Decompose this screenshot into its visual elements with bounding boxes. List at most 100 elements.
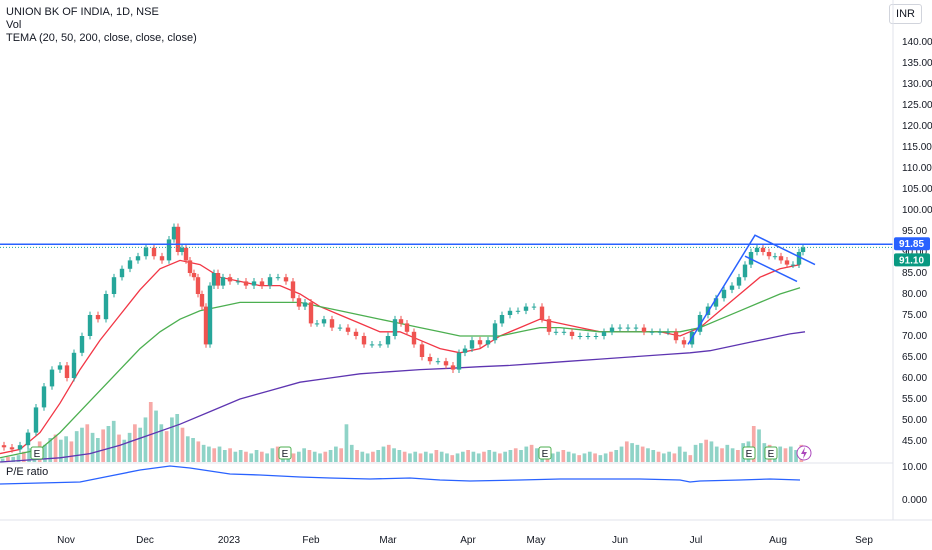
candle-body xyxy=(9,447,15,450)
candle-body xyxy=(337,327,343,329)
volume-bar xyxy=(788,446,793,462)
candle-body xyxy=(87,315,93,336)
volume-bar xyxy=(550,453,555,462)
pe-tick-label: 0.000 xyxy=(902,495,927,506)
volume-bar xyxy=(297,451,301,462)
candle-body xyxy=(569,331,575,336)
candle-body xyxy=(71,352,77,378)
volume-bar xyxy=(6,456,10,462)
candle-body xyxy=(625,327,631,329)
volume-bar xyxy=(270,448,275,462)
volume-bar xyxy=(736,450,740,462)
volume-bar xyxy=(397,450,402,462)
chart-legend: UNION BK OF INDIA, 1D, NSE Vol TEMA (20,… xyxy=(6,6,197,45)
volume-bar xyxy=(111,420,116,462)
price-axis[interactable]: 140.00 135.00 130.00 125.00 120.00 115.00 110.… xyxy=(892,0,932,520)
candle-body xyxy=(290,281,296,299)
candle-body xyxy=(392,319,398,336)
volume-bar xyxy=(164,431,169,462)
y-tick-label: 110.00 xyxy=(902,163,932,174)
volume-bar xyxy=(630,443,634,462)
volume-bar xyxy=(249,453,254,462)
volume-bar xyxy=(291,453,296,462)
marker-letter: E xyxy=(746,449,753,460)
candle-body xyxy=(609,327,615,332)
volume-bar xyxy=(90,432,95,462)
candle-body xyxy=(308,302,314,324)
candle-body xyxy=(456,352,462,370)
volume-bar xyxy=(96,438,100,462)
volume-bar xyxy=(238,450,243,462)
candle-body xyxy=(135,256,141,261)
marker-shape xyxy=(30,446,44,460)
candle-body xyxy=(220,277,226,286)
y-tick-label: 65.00 xyxy=(902,352,927,363)
candle-body xyxy=(103,294,109,320)
marker-letter: E xyxy=(542,449,549,460)
marker-letter: E xyxy=(34,449,41,460)
time-axis[interactable]: Nov Dec 2023 Feb Mar Apr May Jun Jul Aug Sep xyxy=(0,519,932,546)
x-tick-label: Feb xyxy=(302,535,320,546)
volume-bar xyxy=(106,426,111,462)
currency-selector[interactable]: INR xyxy=(889,4,922,24)
y-tick-label: 125.00 xyxy=(902,100,932,111)
volume-bar xyxy=(450,455,455,462)
volume-bar xyxy=(572,453,576,462)
x-tick-label: 2023 xyxy=(218,535,241,546)
candle-body xyxy=(25,432,31,446)
candle-body xyxy=(796,252,802,265)
volume-bar xyxy=(154,410,158,462)
volume-bar xyxy=(720,448,724,462)
candle-body xyxy=(33,407,39,433)
candle-body xyxy=(207,285,213,345)
volume-bar xyxy=(582,453,587,462)
y-tick-label: 105.00 xyxy=(902,184,932,195)
volume-bar xyxy=(58,439,63,462)
candle-body xyxy=(665,331,671,333)
candle-body xyxy=(462,348,468,353)
lightning-icon xyxy=(796,445,812,461)
volume-bar xyxy=(117,434,121,462)
volume-bar xyxy=(122,439,127,462)
volume-bar xyxy=(614,450,619,462)
indicator-line xyxy=(0,259,801,455)
volume-bar xyxy=(661,453,666,462)
volume-bar xyxy=(598,455,603,462)
volume-bar xyxy=(439,451,444,462)
volume-bar xyxy=(677,446,682,462)
candle-body xyxy=(450,365,456,370)
candle-body xyxy=(345,327,351,332)
candle-body xyxy=(742,264,748,278)
candle-body xyxy=(673,331,679,341)
candle-body xyxy=(127,260,133,269)
volume-bar xyxy=(185,436,190,462)
volume-bar xyxy=(355,450,359,462)
volume-bar xyxy=(196,441,201,462)
volume-bar xyxy=(233,451,238,462)
volume-bar xyxy=(11,456,16,462)
volume-bar xyxy=(254,450,259,462)
volume-bar xyxy=(460,451,465,462)
volume-bar xyxy=(487,450,492,462)
volume-bar xyxy=(365,453,370,462)
volume-bar xyxy=(48,438,53,462)
candle-body xyxy=(151,247,157,257)
volume-bar xyxy=(244,451,248,462)
volume-bar xyxy=(529,444,534,462)
candle-body xyxy=(515,310,521,312)
volume-bar xyxy=(307,450,312,462)
candle-body xyxy=(766,252,772,257)
candle-body xyxy=(199,294,205,307)
candle-body xyxy=(784,260,790,265)
candle-body xyxy=(790,264,796,266)
candle-body xyxy=(314,323,320,325)
lightning-glyph xyxy=(801,447,807,459)
volume-bar xyxy=(656,451,661,462)
volume-bar xyxy=(587,451,592,462)
volume-bar xyxy=(693,444,698,462)
flag-pole-line xyxy=(687,234,816,345)
candle-body xyxy=(760,247,766,252)
volume-bar xyxy=(53,434,58,462)
